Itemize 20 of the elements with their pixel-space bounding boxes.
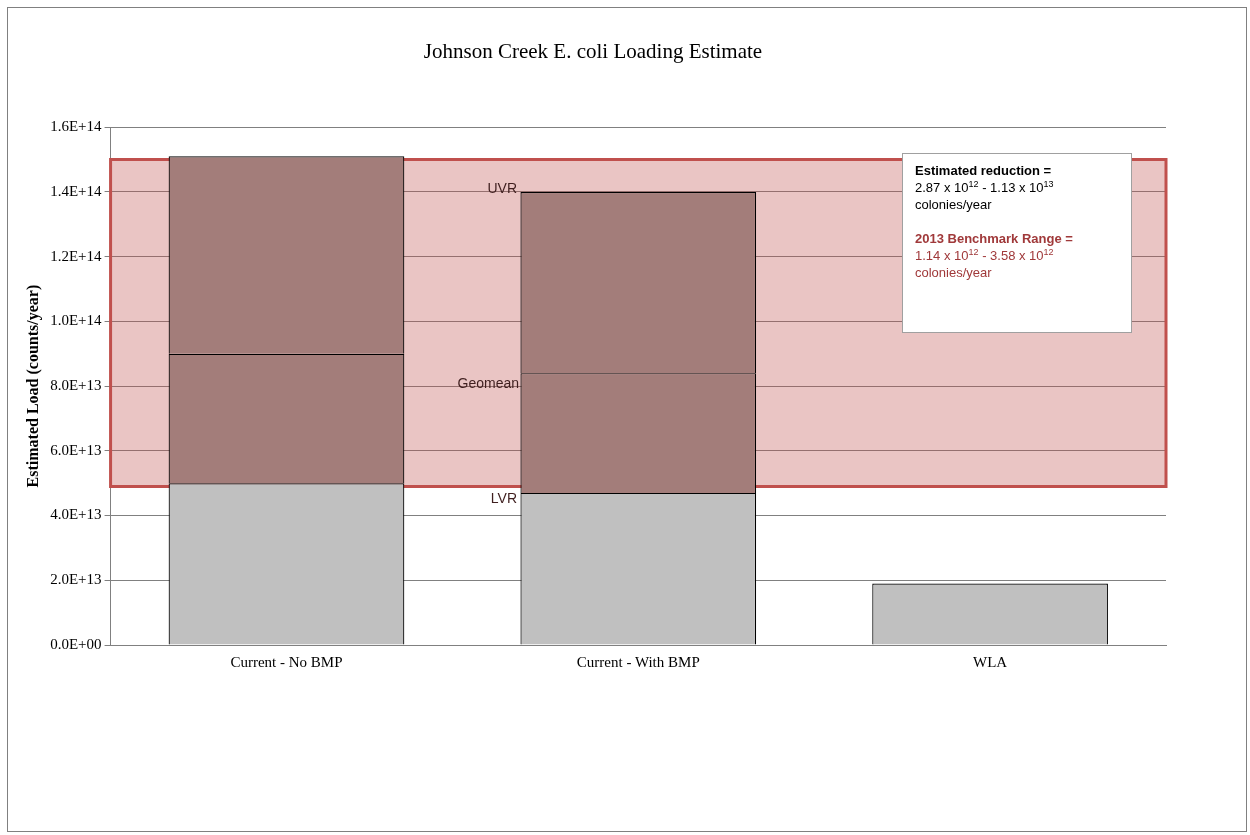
y-tick-label: 6.0E+13 (50, 441, 102, 458)
y-tick-label: 0.0E+00 (50, 635, 102, 652)
annotation: Estimated reduction = (915, 162, 1053, 179)
y-axis-title: Estimated Load (counts/year) (23, 284, 42, 488)
annotation: UVR (486, 180, 517, 196)
y-tick-label: 1.0E+14 (50, 312, 103, 329)
y-tick-label: 1.4E+14 (50, 182, 103, 199)
y-tick-label: 4.0E+13 (50, 506, 102, 523)
text-box: Estimated reduction = 2.87 x 10$^{12}$ - 1.13 x 10$^{13}$ colonies/year 2013 Benchmark Range = 1.14 x 10$^{12}$ - 3.58 x 10$^{12}$ colonies/year (902, 153, 1132, 333)
annotation: 2013 Benchmark Range = (915, 230, 1074, 247)
y-tick-label: 1.2E+14 (50, 247, 103, 264)
annotation: LVR (489, 490, 517, 506)
annotation: Geomean (456, 375, 519, 391)
x-tick-label: Current - With BMP (576, 653, 700, 670)
chart-title: Johnson Creek E. coli Loading Estimate (423, 39, 763, 64)
x-tick-label: Current - No BMP (230, 653, 343, 670)
y-tick-label: 8.0E+13 (50, 377, 102, 394)
y-tick-label: 2.0E+13 (50, 571, 102, 588)
x-tick-label: WLA (973, 653, 1008, 670)
y-tick-label: 1.6E+14 (50, 118, 103, 135)
